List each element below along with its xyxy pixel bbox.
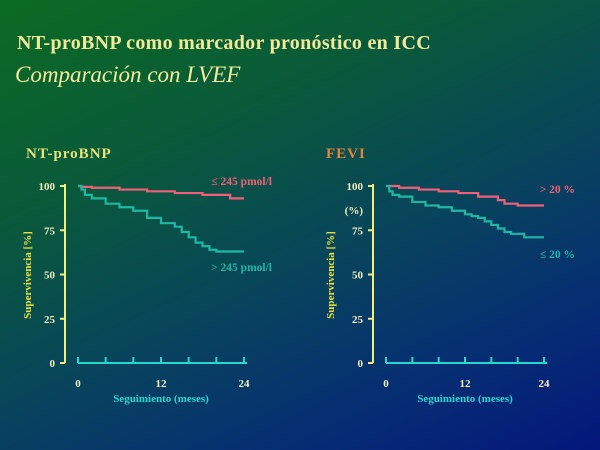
- chart2-y-tick-label: 50: [352, 270, 364, 282]
- chart1-x-tick-label: 12: [156, 378, 168, 390]
- chart2-y-unit-note: (%): [345, 205, 364, 217]
- chart2-x-tick-label: 0: [383, 378, 389, 390]
- chart1-y-tick-label: 0: [50, 358, 56, 370]
- chart2-x-tick-label: 24: [539, 378, 551, 390]
- chart1-y-axis-label: Supervivencia [%]: [22, 231, 34, 319]
- panel-title-fevi: FEVI: [326, 146, 366, 162]
- chart2-y-tick-label: 75: [352, 225, 364, 237]
- chart2-y-tick-label: 100: [347, 181, 364, 193]
- chart1-x-tick-label: 0: [75, 378, 81, 390]
- chart2-x-axis-label: Seguimiento (meses): [417, 393, 513, 405]
- slide-subtitle: Comparación con LVEF: [15, 62, 241, 87]
- chart2-y-tick-label: 25: [352, 314, 364, 326]
- chart1-x-axis-label: Seguimiento (meses): [113, 393, 209, 405]
- chart2-series-1-label: > 20 %: [540, 184, 575, 196]
- chart1-y-tick-label: 75: [44, 225, 56, 237]
- chart1-series-1-line: [78, 184, 244, 200]
- chart1-x-tick-label: 24: [239, 378, 251, 390]
- slide-title: NT-proBNP como marcador pronóstico en IC…: [17, 32, 431, 54]
- chart1-y-tick-label: 100: [39, 181, 56, 193]
- panel-title-ntprobnp: NT-proBNP: [26, 146, 112, 162]
- chart1-y-tick-label: 50: [44, 270, 56, 282]
- chart2-series-1-line: [386, 184, 544, 207]
- chart2-series-2-label: ≤ 20 %: [540, 249, 575, 261]
- chart1-series-1-label: ≤ 245 pmol/l: [211, 176, 272, 188]
- chart1-series-2-label: > 245 pmol/l: [211, 262, 272, 274]
- chart2-y-tick-label: 0: [358, 358, 364, 370]
- chart1-y-tick-label: 25: [44, 314, 56, 326]
- chart1-series-2-line: [78, 184, 244, 253]
- chart2-y-axis-label: Supervivencia [%]: [325, 231, 337, 319]
- chart2-series-2-line: [386, 184, 544, 239]
- chart2-x-tick-label: 12: [460, 378, 472, 390]
